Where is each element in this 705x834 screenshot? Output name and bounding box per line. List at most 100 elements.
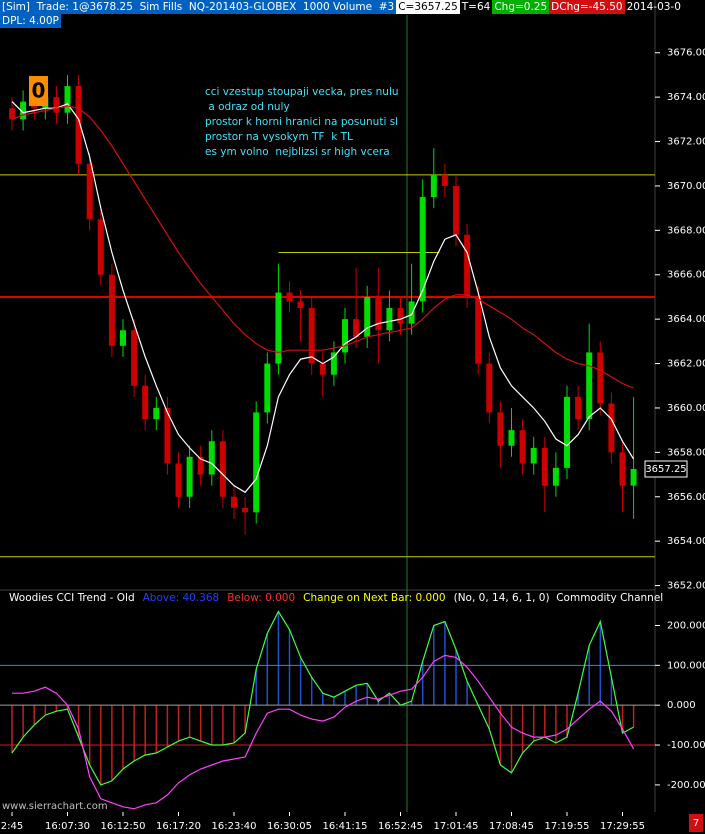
candle-body xyxy=(342,319,348,353)
marker-label: 0 xyxy=(32,79,46,103)
annotation: a odraz od nuly xyxy=(205,101,290,113)
candle-body xyxy=(86,163,93,220)
candle-body xyxy=(197,456,204,475)
cci-line xyxy=(12,654,635,810)
candle-body xyxy=(286,292,293,302)
y-tick-label: -100.000 xyxy=(667,740,705,751)
header: [Sim] Trade: 1@3678.25 Sim Fills NQ-2014… xyxy=(0,0,683,14)
candle-body xyxy=(575,396,582,420)
candle-body xyxy=(108,274,115,346)
moving-average xyxy=(11,105,634,389)
candle-body xyxy=(264,363,271,413)
x-tick-label: 16:12:50 xyxy=(101,821,146,832)
candle-body xyxy=(319,363,326,375)
header-trade: [Sim] Trade: 1@3678.25 Sim Fills NQ-2014… xyxy=(0,0,397,14)
cci-above: Above: 40.368 xyxy=(142,592,220,604)
cci-params: (No, 0, 14, 6, 1, 0) Commodity Channel xyxy=(453,592,664,604)
candle-body xyxy=(242,507,249,513)
candle-body xyxy=(497,412,504,446)
candle-body xyxy=(97,219,104,275)
y-tick-label: 3668.00 xyxy=(667,225,705,236)
badge-box xyxy=(689,814,703,832)
x-tick-label: 16:17:20 xyxy=(156,821,201,832)
candle-body xyxy=(486,363,493,413)
cci-line xyxy=(11,610,634,786)
candle-body xyxy=(364,296,371,337)
candle-body xyxy=(208,441,215,475)
candle-body xyxy=(552,467,559,486)
y-tick-label: 3654.00 xyxy=(667,536,705,547)
candle-body xyxy=(20,101,27,120)
y-tick-label: 0.000 xyxy=(667,700,696,711)
y-tick-label: 3666.00 xyxy=(667,270,705,281)
header-dchg: DChg=-45.50 xyxy=(549,0,625,14)
candle-body xyxy=(297,301,304,309)
y-tick-label: 3676.00 xyxy=(667,48,705,59)
x-tick-label: 17:01:45 xyxy=(434,821,479,832)
y-tick-label: 100.000 xyxy=(667,660,705,671)
candle-body xyxy=(619,452,626,486)
candle-body xyxy=(219,441,226,497)
candle-body xyxy=(608,403,615,453)
y-tick-label: 3674.00 xyxy=(667,92,705,103)
candle-body xyxy=(564,396,570,468)
candle-body xyxy=(186,456,193,497)
cci-header: Woodies CCI Trend - Old Above: 40.368 Be… xyxy=(9,591,663,605)
x-tick-label: 16:41:15 xyxy=(323,821,368,832)
annotation: es ym volno nejblizsi sr high vcera xyxy=(205,146,390,158)
candle-body xyxy=(120,330,126,346)
candle-body xyxy=(175,463,182,497)
x-tick-label: 17:29:55 xyxy=(600,821,645,832)
candle-body xyxy=(519,430,526,464)
x-tick-label: 2:45 xyxy=(1,821,23,832)
candle-body xyxy=(75,86,82,164)
candle-body xyxy=(530,447,537,464)
candle-body xyxy=(142,385,149,420)
candle-body xyxy=(231,496,237,508)
header-close: C=3657.25 xyxy=(396,0,460,14)
candle-body xyxy=(430,174,437,198)
y-tick-label: 3672.00 xyxy=(667,137,705,148)
candle-body xyxy=(330,352,337,375)
header-ticks: T=64 xyxy=(461,1,491,13)
candle-body xyxy=(508,430,515,446)
y-tick-label: 3670.00 xyxy=(667,181,705,192)
candle-body xyxy=(253,412,260,513)
candle-body xyxy=(153,407,160,420)
candle-body xyxy=(408,301,415,324)
badge: 7 xyxy=(693,818,699,829)
candle-body xyxy=(164,407,171,464)
annotation: prostor na vysokym TF k TL xyxy=(205,131,353,143)
header-dpl: DPL: 4.00P xyxy=(0,14,61,28)
cci-below: Below: 0.000 xyxy=(227,592,296,604)
watermark: www.sierrachart.com xyxy=(2,801,108,812)
annotation: prostor k horni hranici na posunuti sl xyxy=(205,116,398,128)
candle-body xyxy=(419,197,426,302)
y-tick-label: 3660.00 xyxy=(667,403,705,414)
y-tick-label: 3658.00 xyxy=(667,447,705,458)
header-date: 2014-03-0 xyxy=(626,1,681,13)
cci-title: Woodies CCI Trend - Old xyxy=(9,592,135,604)
candle-body xyxy=(353,319,360,337)
candle-body xyxy=(464,234,471,297)
candle-body xyxy=(386,308,393,331)
price-panel: 3652.00 3654.00 3656.00 3658.00 3660.00 3662.… xyxy=(0,48,705,592)
x-tick-label: 17:19:55 xyxy=(545,821,590,832)
candle-body xyxy=(397,308,404,324)
candle-body xyxy=(131,330,138,386)
candle-body xyxy=(475,296,482,364)
candle-body xyxy=(630,469,637,486)
y-tick-label: 3664.00 xyxy=(667,314,705,325)
cci-change: Change on Next Bar: 0.000 xyxy=(303,592,446,604)
candle-body xyxy=(453,185,459,235)
candle-body xyxy=(64,86,71,113)
x-tick-label: 17:08:45 xyxy=(489,821,534,832)
x-tick-label: 16:30:05 xyxy=(267,821,312,832)
y-tick-label: 3652.00 xyxy=(667,581,705,592)
y-tick-label: 3662.00 xyxy=(667,359,705,370)
x-tick-label: 16:23:40 xyxy=(212,821,257,832)
y-tick-label: 200.000 xyxy=(667,620,705,631)
x-tick-label: 16:52:45 xyxy=(378,821,423,832)
candle-body xyxy=(375,296,382,331)
